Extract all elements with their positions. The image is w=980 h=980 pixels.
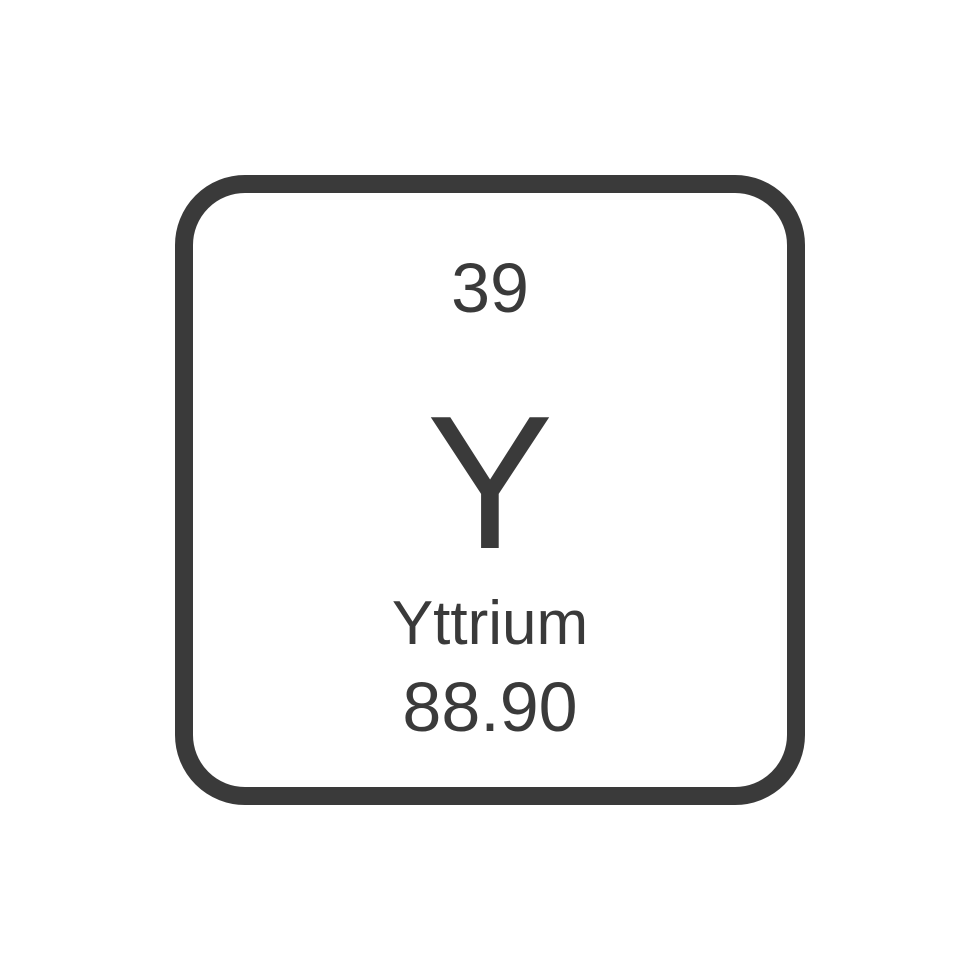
periodic-element-tile: 39 Y Yttrium 88.90	[175, 175, 805, 805]
element-name: Yttrium	[392, 588, 588, 659]
atomic-number: 39	[451, 248, 529, 328]
atomic-mass: 88.90	[402, 667, 577, 747]
element-symbol: Y	[427, 388, 554, 578]
